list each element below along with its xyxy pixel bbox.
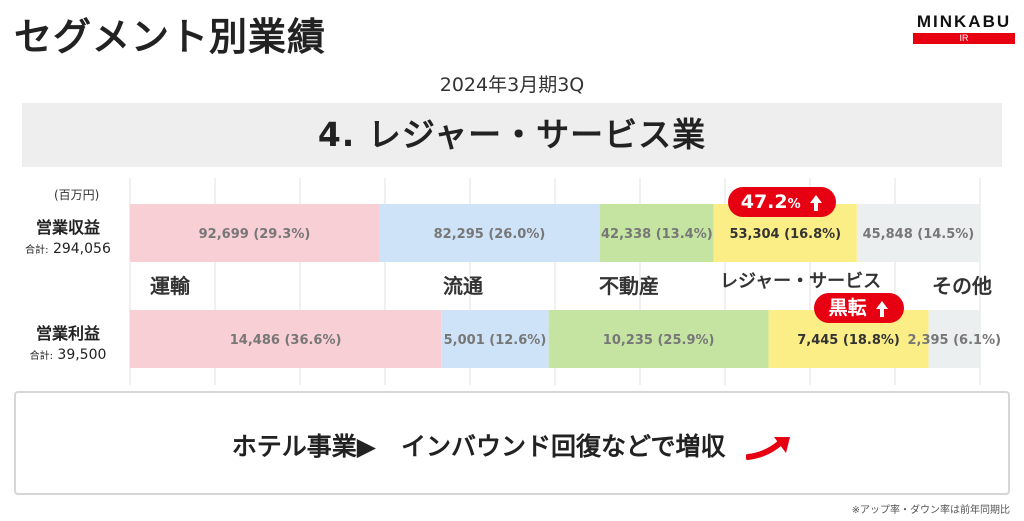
category-label-1: 流通 [443,274,483,298]
bar-label-profit-3: 7,445 (18.8%) [797,333,900,348]
revenue-growth-badge: 47.2% [728,187,836,217]
footnote: ※アップ率・ダウン率は前年同期比 [851,505,1010,516]
unit-label: (百万円) [54,188,100,202]
bar-revenue-segment-4 [856,204,980,262]
minkabu-logo: MINKABU IR [913,12,1015,44]
summary-box: ホテル事業▶ インバウンド回復などで増収 [14,391,1010,495]
profit-total: 合計: 39,500 [29,347,107,363]
bar-profit-segment-1 [441,310,549,368]
category-label-4: その他 [932,274,992,298]
bar-profit-segment-0 [130,310,442,368]
logo-ir-bar: IR [913,33,1015,44]
profit-turnaround-badge: 黒転 [814,293,904,323]
profit-label: 営業利益 [35,324,100,343]
category-label-0: 運輸 [150,274,190,298]
bar-profit-segment-4 [928,310,980,368]
logo-brand: MINKABU [916,12,1012,31]
period-label: 2024年3月期3Q [439,74,585,96]
trend-up-arrow-icon [745,437,791,460]
bar-revenue-segment-0 [130,204,379,262]
up-arrow-icon [876,300,889,317]
bar-label-profit-4: 2,395 (6.1%) [907,333,1001,348]
bar-label-profit-1: 5,001 (12.6%) [444,333,547,348]
revenue-row-label: 営業収益 合計: 294,056 [12,214,124,257]
revenue-total: 合計: 294,056 [25,241,111,257]
bar-label-revenue-4: 45,848 (14.5%) [863,227,975,242]
bar-label-profit-2: 10,235 (25.9%) [603,333,715,348]
category-label-3: レジャー・サービス [720,271,882,292]
bar-revenue-segment-2 [599,204,714,262]
summary-text: ホテル事業▶ インバウンド回復などで増収 [16,427,1008,463]
page-title: セグメント別業績 [14,15,327,59]
bar-label-revenue-3: 53,304 (16.8%) [729,227,841,242]
profit-row-label: 営業利益 合計: 39,500 [12,320,124,363]
up-arrow-icon [810,194,823,211]
bar-label-revenue-2: 42,338 (13.4%) [601,227,713,242]
bar-profit-segment-2 [548,310,769,368]
segment-title: 4. レジャー・サービス業 [22,103,1002,167]
bar-revenue-segment-1 [378,204,600,262]
revenue-label: 営業収益 [35,218,100,237]
bar-label-profit-0: 14,486 (36.6%) [230,333,342,348]
category-label-2: 不動産 [599,274,659,298]
bar-label-revenue-0: 92,699 (29.3%) [199,227,311,242]
bar-label-revenue-1: 82,295 (26.0%) [434,227,546,242]
